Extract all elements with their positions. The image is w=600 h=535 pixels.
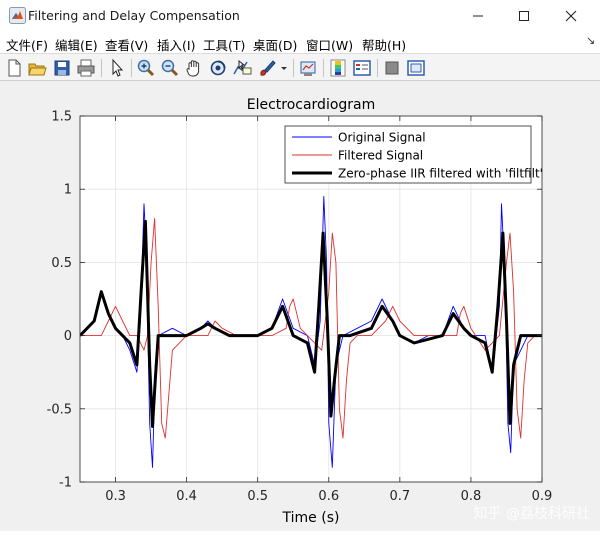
y-tick-label: -1 bbox=[59, 476, 72, 491]
x-tick-label: 0.6 bbox=[318, 489, 339, 504]
watermark-text: 知乎 @荔枝科研社 bbox=[474, 505, 590, 522]
x-tick-label: 0.5 bbox=[247, 489, 268, 504]
menu-window[interactable]: 窗口(W) bbox=[306, 38, 354, 53]
pointer-icon[interactable] bbox=[107, 58, 127, 78]
y-tick-label: -0.5 bbox=[47, 402, 72, 417]
x-tick-label: 0.4 bbox=[176, 489, 197, 504]
maximize-button[interactable] bbox=[501, 0, 547, 32]
axis-ticks: 0.3 0.4 0.5 0.6 0.7 0.8 0.9 -1 -0.5 0 0.5 1 1.5 bbox=[47, 110, 553, 505]
toolbar-separator bbox=[101, 59, 102, 77]
rotate-3d-icon[interactable] bbox=[208, 58, 228, 78]
window-title: Filtering and Delay Compensation bbox=[28, 8, 240, 23]
figure-toolbar bbox=[0, 53, 600, 81]
toolbar-separator bbox=[131, 59, 132, 77]
data-cursor-icon[interactable] bbox=[232, 58, 252, 78]
menu-edit[interactable]: 编辑(E) bbox=[55, 38, 98, 53]
dock-figure-icon[interactable]: ↘ bbox=[586, 34, 596, 47]
menu-view[interactable]: 查看(V) bbox=[105, 38, 149, 53]
legend-icon[interactable] bbox=[352, 58, 372, 78]
show-plot-tools-icon[interactable] bbox=[406, 58, 426, 78]
new-file-icon[interactable] bbox=[4, 58, 24, 78]
brush-dropdown-icon[interactable] bbox=[279, 58, 289, 78]
menu-insert[interactable]: 插入(I) bbox=[157, 38, 196, 53]
hide-plot-tools-icon[interactable] bbox=[382, 58, 402, 78]
figure-canvas: 0.3 0.4 0.5 0.6 0.7 0.8 0.9 -1 -0.5 0 0.5 1 1.5 Elec… bbox=[0, 81, 600, 531]
legend-label-original: Original Signal bbox=[338, 131, 426, 145]
matlab-logo-icon bbox=[9, 7, 26, 24]
x-tick-label: 0.3 bbox=[105, 489, 126, 504]
y-tick-label: 1.5 bbox=[51, 110, 72, 125]
chart-title: Electrocardiogram bbox=[247, 97, 376, 113]
colorbar-icon[interactable] bbox=[328, 58, 348, 78]
minimize-button[interactable] bbox=[455, 0, 501, 32]
close-button[interactable] bbox=[548, 0, 594, 32]
x-tick-label: 0.7 bbox=[390, 489, 411, 504]
menu-bar: 文件(F) 编辑(E) 查看(V) 插入(I) 工具(T) 桌面(D) 窗口(W… bbox=[0, 32, 600, 53]
x-axis-label: Time (s) bbox=[282, 510, 340, 526]
close-icon bbox=[565, 10, 577, 22]
menu-desktop[interactable]: 桌面(D) bbox=[253, 38, 298, 53]
y-tick-label: 0.5 bbox=[51, 256, 72, 271]
axes-box bbox=[79, 115, 543, 483]
open-file-icon[interactable] bbox=[27, 58, 47, 78]
toolbar-separator bbox=[323, 59, 324, 77]
legend[interactable]: Original Signal Filtered Signal Zero-pha… bbox=[284, 125, 543, 184]
legend-label-filtered: Filtered Signal bbox=[338, 149, 423, 163]
x-tick-label: 0.9 bbox=[532, 489, 553, 504]
legend-label-filtfilt: Zero-phase IIR filtered with 'filtfilt' bbox=[338, 167, 543, 181]
save-icon[interactable] bbox=[52, 58, 72, 78]
link-plot-icon[interactable] bbox=[298, 58, 318, 78]
menu-tools[interactable]: 工具(T) bbox=[203, 38, 246, 53]
brush-icon[interactable] bbox=[257, 58, 277, 78]
zoom-in-icon[interactable] bbox=[136, 58, 156, 78]
y-tick-label: 1 bbox=[64, 183, 72, 198]
title-bar: Filtering and Delay Compensation bbox=[0, 0, 600, 32]
y-tick-label: 0 bbox=[64, 329, 72, 344]
ecg-plot[interactable]: 0.3 0.4 0.5 0.6 0.7 0.8 0.9 -1 -0.5 0 0.5 1 1.5 Elec… bbox=[0, 81, 600, 531]
toolbar-separator bbox=[377, 59, 378, 77]
menu-help[interactable]: 帮助(H) bbox=[362, 38, 407, 53]
series-line-filtfilt bbox=[80, 219, 542, 428]
print-icon[interactable] bbox=[76, 58, 96, 78]
zoom-out-icon[interactable] bbox=[160, 58, 180, 78]
menu-file[interactable]: 文件(F) bbox=[6, 38, 48, 53]
maximize-icon bbox=[519, 11, 529, 21]
x-tick-label: 0.8 bbox=[461, 489, 482, 504]
series-line-original bbox=[80, 196, 542, 468]
series-layer bbox=[80, 196, 542, 468]
minimize-icon bbox=[473, 15, 483, 17]
pan-icon[interactable] bbox=[184, 58, 204, 78]
toolbar-separator bbox=[293, 59, 294, 77]
